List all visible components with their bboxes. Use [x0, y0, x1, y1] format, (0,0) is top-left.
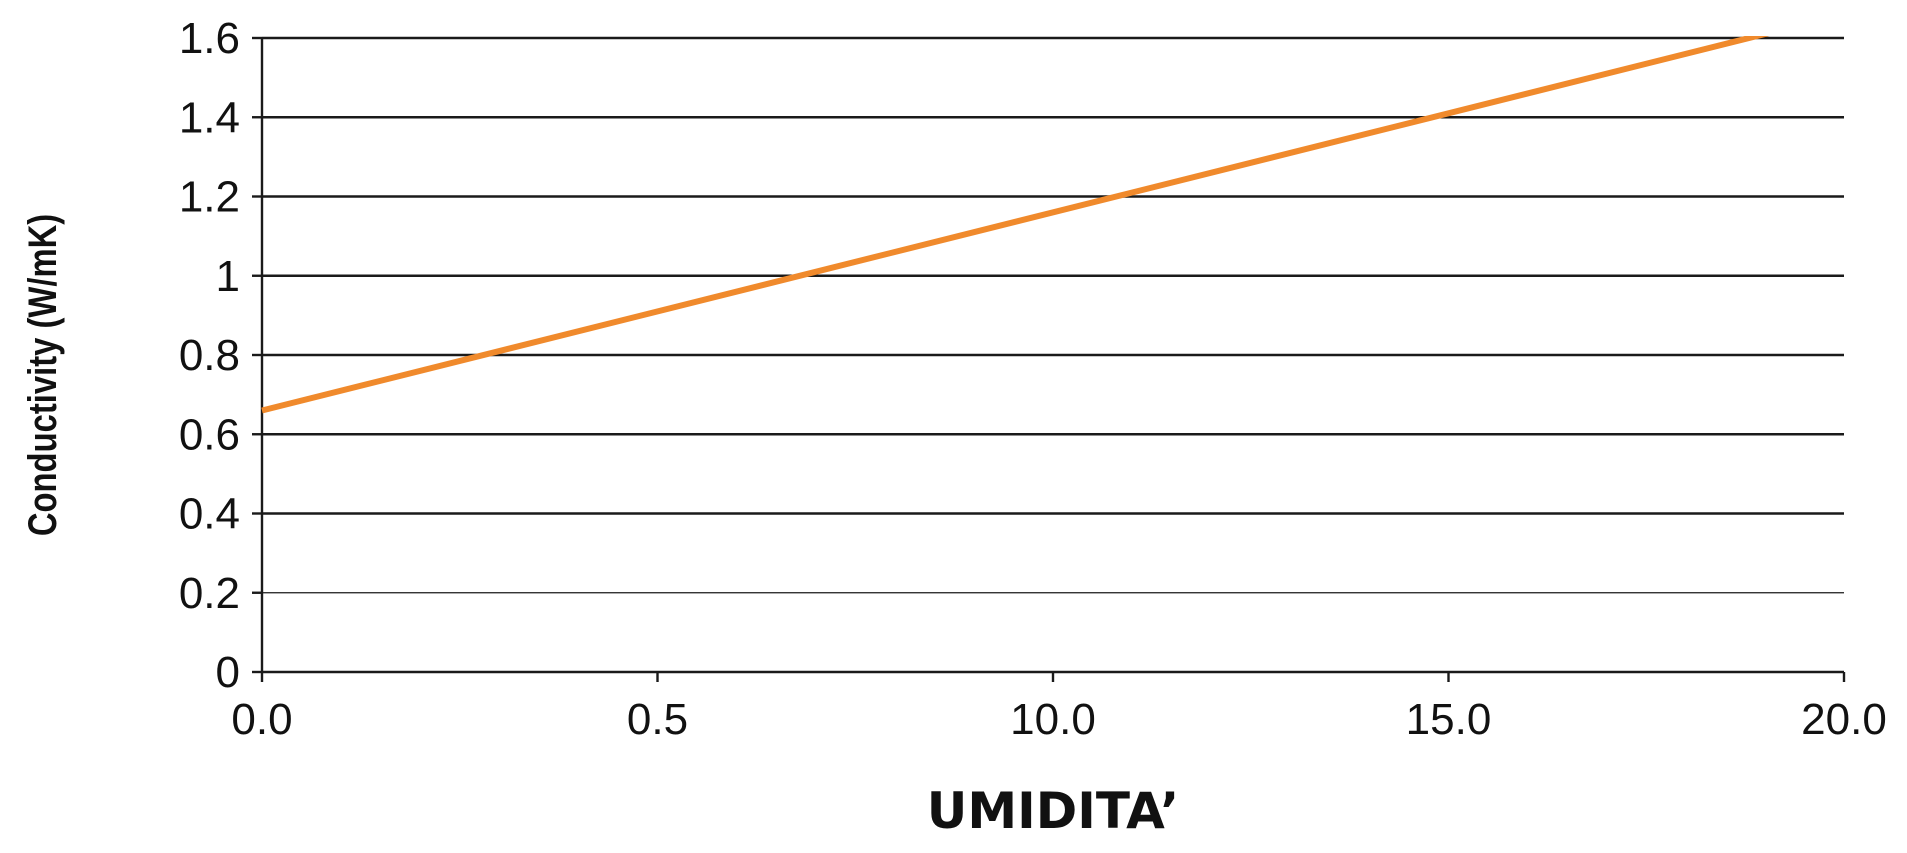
- y-tick-label: 0.4: [179, 490, 240, 539]
- labels: 0 0.2 0.4 0.6 0.8 1 1.2 1.4 1.6 0.0 0.5 10.0 15.0 20.…: [20, 14, 1887, 840]
- gridlines: [262, 36, 1844, 594]
- y-tick-label: 1.6: [179, 14, 240, 63]
- x-tick-label: 10.0: [1010, 695, 1096, 744]
- y-axis-label: Conductivity (W/mK): [20, 214, 65, 536]
- x-tick-label: 0.5: [627, 695, 688, 744]
- x-tick-label: 0.0: [231, 695, 292, 744]
- x-tick-label: 15.0: [1406, 695, 1492, 744]
- series-line: [261, 36, 1770, 414]
- series: [261, 36, 1770, 414]
- y-tick-label: 0: [216, 648, 240, 697]
- y-tick-label: 1: [216, 252, 240, 301]
- y-tick-label: 0.8: [179, 331, 240, 380]
- x-tick-label: 20.0: [1801, 695, 1887, 744]
- y-tick-label: 0.6: [179, 410, 240, 459]
- y-tick-label: 1.4: [179, 93, 240, 142]
- axes: [252, 36, 1846, 682]
- x-axis-label: UMIDITA’: [927, 782, 1179, 840]
- y-tick-label: 1.2: [179, 173, 240, 222]
- y-tick-label: 0.2: [179, 569, 240, 618]
